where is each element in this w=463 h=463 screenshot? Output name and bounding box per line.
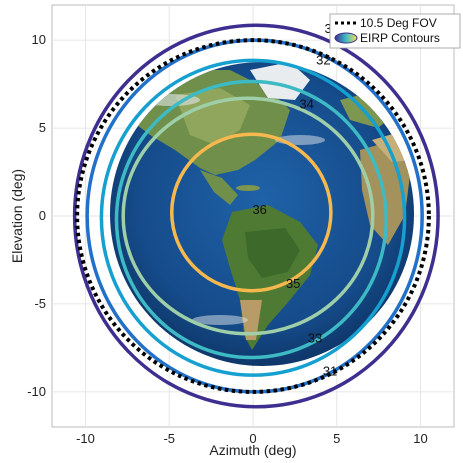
x-tick-label: -10 bbox=[76, 431, 95, 446]
contour-label-32: 32 bbox=[316, 53, 330, 68]
contour-34 bbox=[121, 96, 375, 336]
contour-35 bbox=[170, 132, 333, 293]
legend-contour-label: EIRP Contours bbox=[360, 31, 440, 45]
x-tick-label: -5 bbox=[163, 431, 175, 446]
x-tick-label: 0 bbox=[249, 431, 256, 446]
y-axis-label: Elevation (deg) bbox=[9, 169, 25, 263]
y-tick-label: 5 bbox=[39, 120, 46, 135]
contour-label-36: 36 bbox=[252, 202, 266, 217]
legend: 10.5 Deg FOV EIRP Contours bbox=[329, 13, 461, 49]
contour-label-34: 34 bbox=[299, 96, 313, 111]
fov-circle bbox=[75, 38, 431, 394]
legend-contour-swatch bbox=[334, 32, 358, 44]
y-tick-label: -10 bbox=[27, 384, 46, 399]
x-axis-label: Azimuth (deg) bbox=[209, 442, 296, 458]
fov-layer bbox=[75, 38, 431, 394]
contour-30 bbox=[72, 23, 440, 409]
legend-fov-label: 10.5 Deg FOV bbox=[360, 16, 437, 30]
contour-33 bbox=[114, 79, 388, 360]
y-tick-label: -5 bbox=[34, 296, 46, 311]
x-tick-label: 5 bbox=[333, 431, 340, 446]
y-tick-label: 10 bbox=[32, 32, 46, 47]
contour-32 bbox=[99, 58, 407, 377]
contour-label-31: 31 bbox=[323, 364, 337, 379]
contour-label-35: 35 bbox=[286, 276, 300, 291]
x-tick-label: 10 bbox=[413, 431, 427, 446]
y-tick-label: 0 bbox=[39, 208, 46, 223]
contour-label-33: 33 bbox=[308, 330, 322, 345]
tick-label-layer: -10 -5 0 5 10 -10 -5 0 5 10 bbox=[27, 32, 428, 446]
